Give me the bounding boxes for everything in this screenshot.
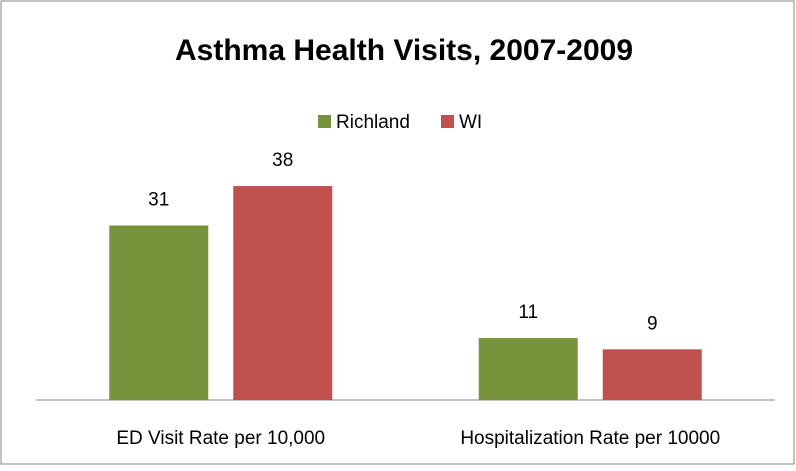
legend-swatch: [441, 115, 454, 128]
data-label: 11: [518, 302, 538, 323]
legend-label: WI: [459, 112, 482, 133]
x-tick-label: Hospitalization Rate per 10000: [460, 428, 720, 449]
bar: [478, 338, 578, 400]
data-label: 9: [647, 313, 658, 334]
bar: [109, 225, 209, 400]
legend-label: Richland: [336, 112, 410, 133]
legend-swatch: [318, 115, 331, 128]
data-label: 31: [148, 189, 169, 210]
bar: [602, 349, 702, 400]
bar: [233, 186, 333, 400]
data-label: 38: [272, 150, 293, 171]
chart-title: Asthma Health Visits, 2007-2009: [175, 34, 633, 67]
x-tick-label: ED Visit Rate per 10,000: [116, 428, 325, 449]
